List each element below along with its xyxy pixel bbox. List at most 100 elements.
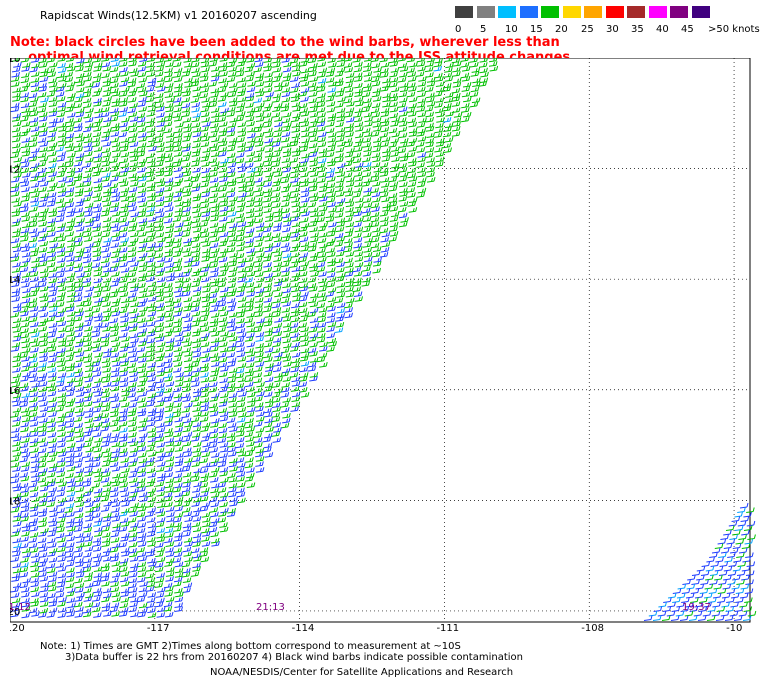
wind-barb: [83, 401, 93, 407]
wind-barb: [146, 117, 155, 124]
wind-barb: [200, 156, 210, 162]
wind-barb: [246, 321, 255, 328]
wind-barb: [21, 302, 31, 308]
wind-barb: [13, 167, 22, 174]
wind-barb: [110, 326, 120, 332]
wind-barb: [445, 110, 454, 117]
wind-barb: [92, 366, 101, 373]
wind-barb: [13, 201, 22, 207]
wind-barb: [200, 326, 210, 332]
legend-label: 30: [606, 24, 619, 35]
wind-barb: [165, 547, 174, 553]
wind-barb: [127, 201, 136, 208]
wind-barb: [139, 306, 148, 312]
wind-barb: [39, 356, 48, 363]
wind-barb: [119, 557, 129, 564]
wind-barb: [200, 362, 209, 369]
wind-barb: [182, 197, 192, 204]
wind-barb: [192, 516, 202, 522]
wind-barb: [354, 121, 364, 128]
wind-barb: [21, 612, 30, 619]
wind-barb: [291, 66, 301, 72]
wind-barb: [66, 517, 75, 524]
wind-barb: [192, 71, 201, 78]
wind-barb: [370, 171, 380, 178]
wind-barb: [38, 131, 48, 137]
wind-barb: [39, 76, 49, 83]
wind-barb: [145, 566, 155, 572]
wind-barb: [166, 596, 175, 603]
wind-barb: [111, 101, 120, 107]
wind-barb: [84, 211, 93, 217]
wind-barb: [57, 386, 67, 392]
wind-barb: [110, 175, 119, 182]
wind-barb: [20, 242, 30, 249]
wind-barb: [300, 121, 310, 127]
wind-barb: [84, 376, 94, 383]
wind-barb: [166, 447, 175, 453]
wind-barb: [20, 407, 30, 413]
wind-barb: [103, 381, 112, 388]
wind-barb: [145, 236, 155, 243]
wind-barb: [28, 372, 38, 379]
wind-barb: [436, 111, 445, 118]
wind-barb: [145, 446, 155, 452]
wind-barb: [139, 287, 148, 293]
wind-barb: [93, 156, 103, 163]
wind-barb: [65, 58, 75, 62]
wind-barb: [82, 271, 92, 278]
wind-barb: [129, 307, 138, 314]
wind-barb: [363, 146, 372, 152]
wind-barb: [111, 191, 121, 198]
wind-barb: [220, 477, 229, 483]
wind-barb: [226, 126, 236, 133]
wind-barb: [298, 271, 308, 277]
wind-barb: [299, 252, 309, 258]
wind-barb: [372, 96, 382, 102]
wind-barb: [380, 85, 389, 92]
wind-barb: [653, 606, 663, 612]
wind-barb: [128, 407, 137, 413]
wind-barb: [10, 592, 20, 598]
wind-barb: [120, 211, 129, 218]
wind-barb: [11, 81, 20, 87]
wind-barb: [155, 377, 165, 384]
wind-barb: [92, 58, 102, 63]
wind-barb: [66, 167, 76, 174]
wind-barb: [92, 580, 101, 587]
wind-barb: [308, 166, 317, 173]
wind-barb: [172, 407, 182, 414]
wind-barb: [101, 176, 110, 182]
wind-barb: [136, 116, 146, 123]
wind-barb: [57, 401, 67, 407]
wind-barb: [28, 221, 38, 228]
wind-barb: [182, 546, 192, 553]
wind-barb: [74, 612, 84, 618]
wind-barb: [191, 310, 201, 317]
wind-barb: [371, 162, 381, 168]
wind-barb: [744, 538, 754, 545]
wind-barb: [344, 257, 353, 264]
wind-barb: [31, 257, 40, 263]
wind-barb: [264, 417, 273, 424]
wind-barb: [202, 347, 211, 353]
wind-barb: [56, 226, 65, 233]
wind-barb: [442, 142, 452, 149]
wind-barb: [272, 327, 281, 334]
wind-barb: [163, 121, 173, 127]
wind-barb: [138, 207, 147, 213]
wind-barb: [256, 276, 265, 283]
wind-barb: [274, 86, 283, 92]
wind-barb: [256, 411, 265, 417]
wind-barb: [120, 70, 129, 77]
wind-barb: [93, 231, 103, 237]
wind-barb: [20, 236, 29, 242]
wind-barb: [334, 297, 344, 304]
wind-barb: [272, 202, 281, 209]
wind-barb: [228, 422, 237, 428]
wind-barb: [183, 175, 193, 182]
wind-barb: [280, 102, 290, 109]
wind-barb: [120, 302, 130, 309]
wind-barb: [165, 316, 175, 322]
wind-barb: [272, 151, 281, 158]
